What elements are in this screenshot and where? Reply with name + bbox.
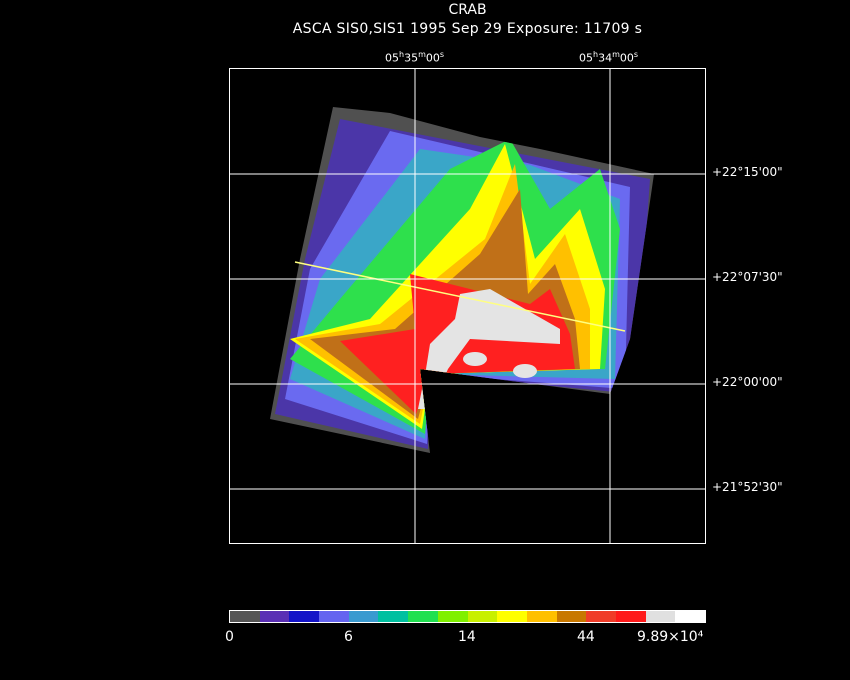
ra-tick-label-1: 05h35m00s [385,50,445,65]
colorbar-label-2: 14 [458,629,476,645]
colorbar-swatch-5 [378,611,409,622]
colorbar-swatch-1 [259,611,290,622]
colorbar-swatch-2 [289,611,320,622]
colorbar-swatch-12 [586,611,616,622]
colorbar-swatch-9 [497,611,527,622]
dec-tick-label-4: +21°52'30" [712,480,783,494]
page-title: CRAB [448,2,487,18]
colorbar-swatch-13 [615,611,646,622]
colorbar-label-3: 44 [577,629,595,645]
colorbar-swatch-15 [675,611,705,622]
dec-tick-label-1: +22°15'00" [712,165,783,179]
colorbar-swatch-4 [348,611,379,622]
ra-tick-label-2: 05h34m00s [579,50,639,65]
colorbar-label-1: 6 [344,629,353,645]
coordinate-grid [230,69,705,543]
colorbar-swatch-6 [408,611,438,622]
colorbar-swatch-11 [556,611,587,622]
colorbar-swatch-14 [645,611,676,622]
colorbar [229,610,706,623]
map-core-white [418,289,560,409]
colorbar-swatch-8 [467,611,498,622]
colorbar-swatch-7 [437,611,468,622]
colorbar-swatch-0 [230,611,260,622]
xray-intensity-map [230,69,705,543]
colorbar-swatch-10 [526,611,557,622]
colorbar-label-0: 0 [225,629,234,645]
detector-seam [294,261,626,332]
sky-image-panel [229,68,706,544]
page-subtitle: ASCA SIS0,SIS1 1995 Sep 29 Exposure: 117… [292,21,643,37]
dec-tick-label-3: +22°00'00" [712,375,783,389]
map-blob-white-1 [463,352,487,366]
map-blob-white-2 [513,364,537,378]
dec-tick-label-2: +22°07'30" [712,270,783,284]
colorbar-label-4: 9.89×10⁴ [637,629,704,645]
colorbar-swatch-3 [319,611,349,622]
